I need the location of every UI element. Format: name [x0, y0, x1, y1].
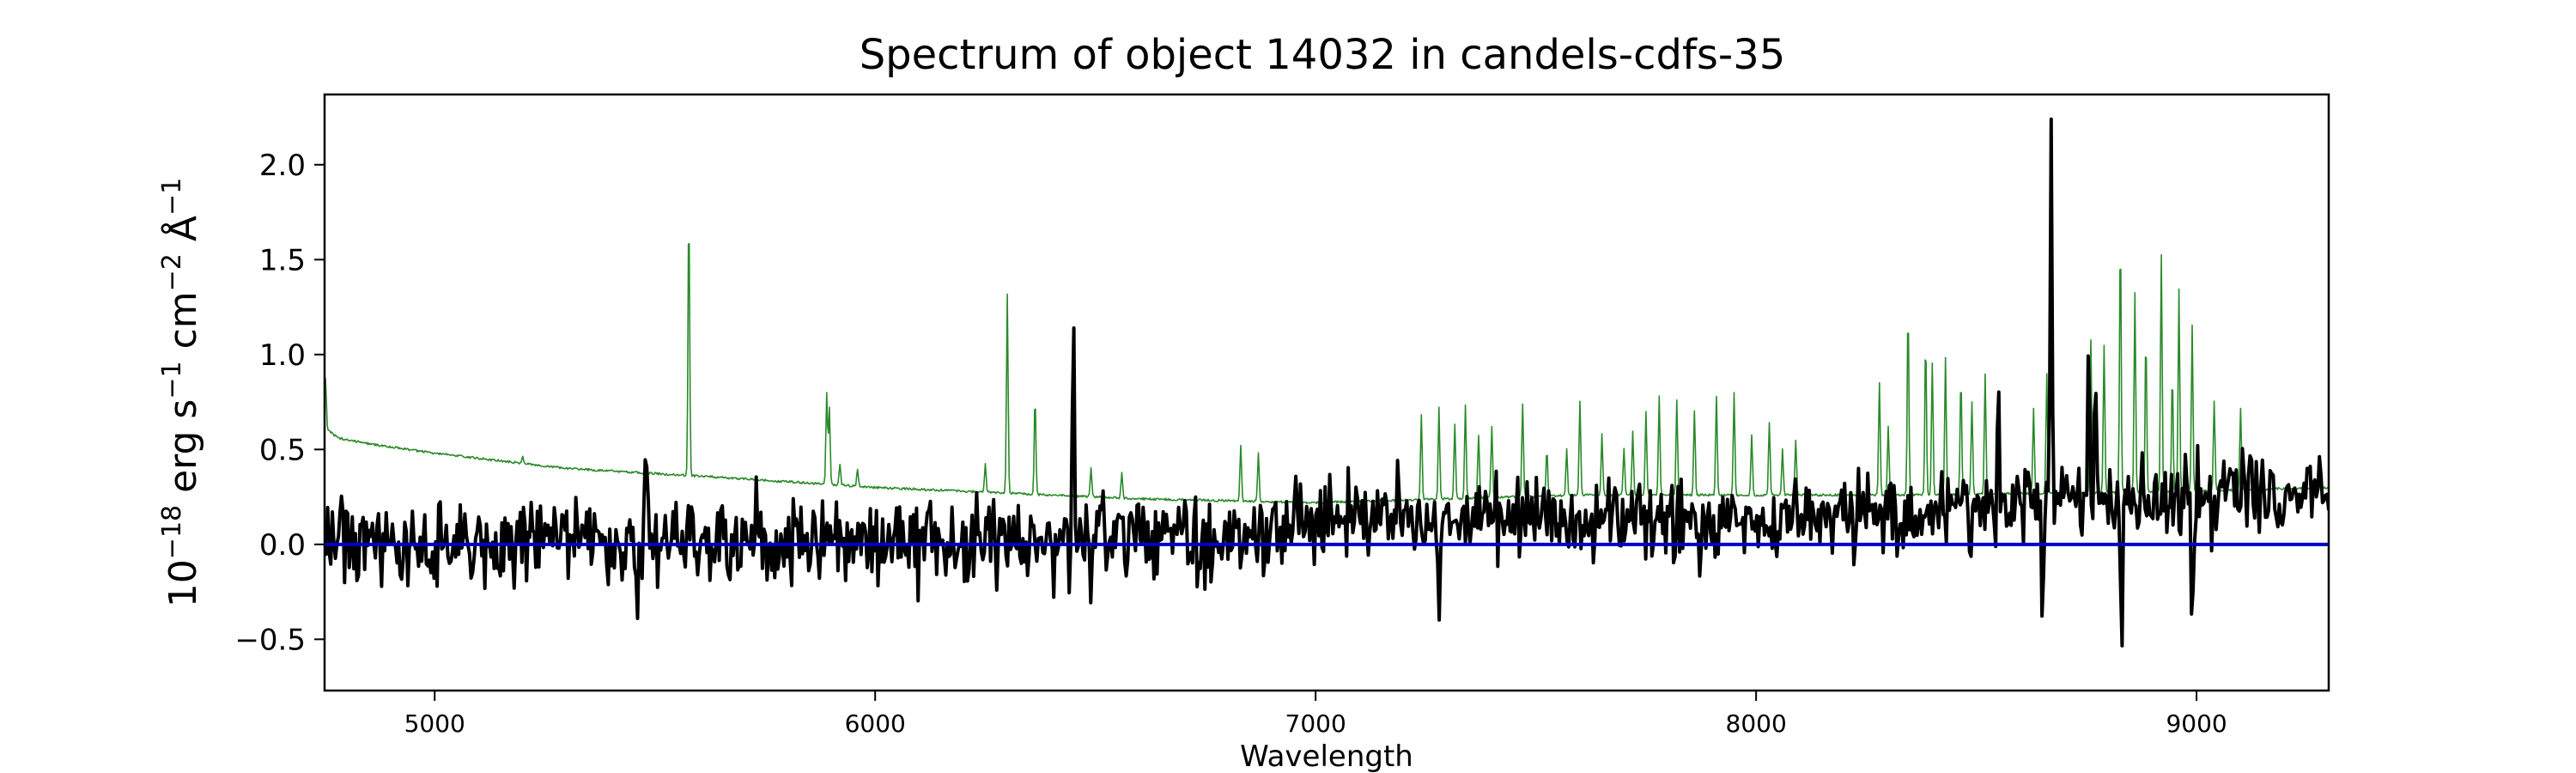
- y-axis-label: 10−18 erg s−1 cm−2 Å−1: [157, 178, 205, 607]
- x-tick-label: 7000: [1285, 709, 1346, 738]
- x-axis: 5000 6000 7000 8000 9000: [404, 691, 2227, 738]
- ylabel-mid2: cm: [161, 291, 205, 361]
- x-axis-label: Wavelength: [1240, 740, 1413, 773]
- y-tick-label: 1.0: [259, 338, 306, 373]
- object-spectrum-line: [325, 117, 2329, 648]
- series-layer: [325, 117, 2329, 648]
- ylabel-exp4: −1: [157, 178, 187, 216]
- x-tick-label: 5000: [404, 709, 465, 738]
- ylabel-mid3: Å: [160, 216, 205, 253]
- y-tick-label: 0.0: [259, 528, 306, 563]
- y-tick-label: 2.0: [259, 149, 306, 183]
- chart-title: Spectrum of object 14032 in candels-cdfs…: [860, 31, 1786, 79]
- series-group: [325, 117, 2329, 648]
- ylabel-prefix: 10: [161, 559, 205, 607]
- y-tick-label: −0.5: [234, 623, 306, 657]
- x-tick-label: 6000: [845, 709, 906, 738]
- ylabel-mid1: erg s: [161, 399, 205, 505]
- y-tick-label: 1.5: [259, 243, 306, 277]
- plot-area: [323, 93, 2330, 692]
- ylabel-exp3: −2: [157, 253, 187, 291]
- x-tick-label: 8000: [1726, 709, 1787, 738]
- y-tick-label: 0.5: [259, 433, 306, 467]
- ylabel-exp2: −1: [157, 361, 187, 399]
- plot-background: [325, 94, 2329, 691]
- y-axis: −0.5 0.0 0.5 1.0 1.5 2.0: [234, 149, 325, 657]
- ylabel-exp1: −18: [157, 505, 187, 559]
- x-tick-label: 9000: [2166, 709, 2227, 738]
- plot-frame: [323, 93, 2330, 692]
